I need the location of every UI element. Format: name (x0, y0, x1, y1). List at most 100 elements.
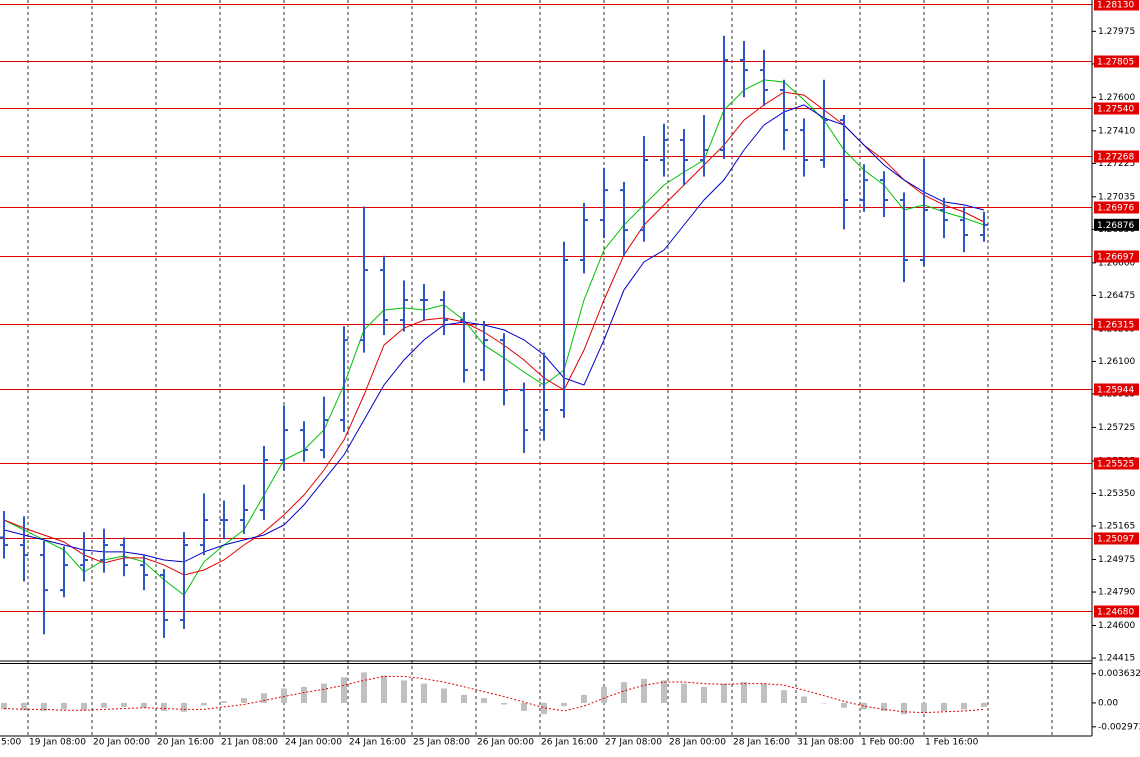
y-tick-label: 1.26100 (1098, 357, 1135, 367)
ohlc-bar (780, 79, 788, 151)
ohlc-bar (120, 537, 128, 577)
ohlc-bar (560, 241, 568, 418)
osc-bar (301, 686, 307, 703)
ohlc-bar (760, 49, 768, 107)
level-label-box (1094, 102, 1139, 115)
level-label-box (1094, 318, 1139, 331)
x-tick-label: 27 Jan 08:00 (605, 738, 662, 748)
y-tick-label: 1.24415 (1098, 654, 1135, 664)
level-label-box (1094, 201, 1139, 214)
level-label: 1.25097 (1097, 535, 1134, 545)
osc-bar (581, 694, 587, 703)
osc-bar (441, 688, 447, 703)
osc-bar (741, 682, 747, 703)
ohlc-bar (400, 280, 408, 332)
osc-bar (421, 683, 427, 703)
x-tick-label: 20 Jan 16:00 (157, 738, 214, 748)
level-label: 1.27540 (1097, 105, 1134, 115)
ohlc-bar (220, 500, 228, 540)
y-tick-label: 1.24600 (1098, 621, 1135, 631)
ohlc-bar (100, 528, 108, 573)
y-tick-label: 1.27975 (1098, 27, 1135, 37)
ohlc-bar (200, 493, 208, 556)
osc-bar (761, 683, 767, 703)
osc-bar (481, 698, 487, 703)
moving-average (3, 104, 985, 563)
ohlc-bar (820, 79, 828, 168)
level-label: 1.25944 (1097, 386, 1134, 396)
osc-bar (321, 683, 327, 703)
ohlc-bar (940, 197, 948, 239)
axes (0, 0, 1093, 737)
osc-bar (881, 702, 887, 711)
x-tick-label: 24 Jan 00:00 (285, 738, 342, 748)
osc-y-tick-label: -0.002973 (1098, 722, 1140, 732)
ohlc-bar (300, 421, 308, 462)
oscillator (1, 672, 987, 715)
x-tick-label: 19 Jan 08:00 (29, 738, 86, 748)
ohlc-bar (580, 202, 588, 274)
level-label: 1.26976 (1097, 204, 1134, 214)
ohlc-bar (60, 546, 68, 598)
osc-bar (201, 702, 207, 706)
osc-bar (801, 696, 807, 703)
osc-bar (461, 694, 467, 703)
ohlc-bar (920, 158, 928, 267)
ohlc-bar (660, 123, 668, 177)
plot (0, 35, 988, 638)
y-tick-label: 1.27600 (1098, 93, 1135, 103)
moving-average (3, 79, 985, 596)
ohlc-bar (280, 405, 288, 471)
osc-bar (681, 683, 687, 703)
ohlc-bar (260, 445, 268, 520)
ohlc-bar (700, 114, 708, 177)
ohlc-bar (500, 333, 508, 406)
ohlc-bar (420, 283, 428, 321)
y-tick-label: 1.27035 (1098, 192, 1135, 202)
osc-bar (561, 702, 567, 707)
osc-bar (981, 702, 987, 707)
x-tick-label: 28 Jan 00:00 (669, 738, 726, 748)
x-tick-label: 24 Jan 16:00 (349, 738, 406, 748)
ohlc-bar (680, 129, 688, 186)
ohlc-bar (720, 35, 728, 159)
level-label: 1.26697 (1097, 253, 1134, 263)
osc-bar (521, 702, 527, 711)
current-price-box (1094, 218, 1139, 231)
ohlc-bar (140, 555, 148, 591)
moving-average (3, 91, 985, 576)
osc-bar (341, 677, 347, 703)
osc-signal (3, 675, 985, 714)
level-label: 1.26315 (1097, 321, 1134, 331)
ohlc-bar (880, 171, 888, 218)
y-tick-label: 1.24975 (1098, 555, 1135, 565)
y-tick-label: 1.27225 (1098, 159, 1135, 169)
ohlc-bar (900, 192, 908, 283)
osc-bar (901, 702, 907, 715)
osc-bar (101, 702, 107, 708)
level-label-box (1094, 605, 1139, 618)
y-tick-label: 1.27410 (1098, 126, 1135, 136)
ohlc-bar (80, 532, 88, 582)
osc-bar (261, 693, 267, 703)
ohlc-bar (620, 181, 628, 256)
x-tick-label: 20 Jan 00:00 (93, 738, 150, 748)
osc-bar (41, 702, 47, 711)
ohlc-bar (40, 540, 48, 635)
ohlc-bar (0, 511, 8, 559)
x-tick-label: 5:00 (1, 738, 21, 748)
current-price-label: 1.26876 (1097, 221, 1134, 231)
x-tick-label: 1 Feb 16:00 (925, 738, 979, 748)
y-tick-label: 1.25350 (1098, 489, 1135, 499)
osc-bar (181, 702, 187, 712)
osc-bar (121, 702, 127, 707)
osc-bar (141, 702, 147, 708)
osc-bar (221, 701, 227, 703)
level-label-box (1094, 532, 1139, 545)
grid (27, 0, 1053, 736)
ohlc-bar (840, 114, 848, 230)
ohlc-bar (540, 352, 548, 441)
osc-bar (921, 702, 927, 713)
